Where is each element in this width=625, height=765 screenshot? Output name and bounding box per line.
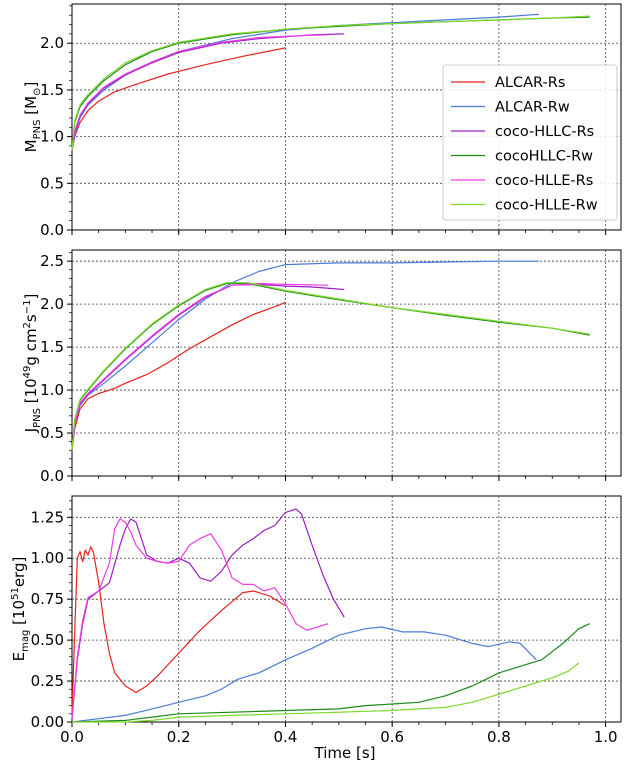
y-tick-label: 1.0 bbox=[40, 128, 64, 146]
series-line-ALCAR-Rs bbox=[71, 301, 286, 451]
series-line-coco-HLLE-Rw bbox=[71, 15, 590, 151]
x-tick-label: 0.6 bbox=[380, 728, 404, 746]
legend-label: coco-HLLE-Rw bbox=[495, 198, 598, 214]
x-tick-label: 0.8 bbox=[487, 728, 511, 746]
y-tick-label: 0.5 bbox=[40, 424, 64, 442]
series-line-coco-HLLE-Rs bbox=[71, 34, 329, 151]
x-tick-label: 0.4 bbox=[274, 728, 298, 746]
series-line-coco-HLLE-Rs bbox=[71, 518, 329, 719]
x-axis-label: Time [s] bbox=[314, 744, 376, 762]
plot-frame bbox=[71, 495, 622, 723]
y-tick-label: 2.0 bbox=[40, 34, 64, 52]
y-tick-label: 2.0 bbox=[40, 295, 64, 313]
y-tick-label: 0.00 bbox=[31, 713, 64, 731]
legend-label: coco-HLLE-Rs bbox=[495, 173, 593, 189]
series-line-cocoHLLC-Rw bbox=[71, 623, 590, 723]
series-line-ALCAR-Rs bbox=[71, 47, 286, 151]
legend-label: ALCAR-Rs bbox=[495, 75, 565, 91]
series-line-coco-HLLC-Rs bbox=[71, 508, 345, 719]
series-line-coco-HLLE-Rw bbox=[71, 282, 590, 451]
series-line-ALCAR-Rw bbox=[71, 260, 539, 451]
y-tick-label: 1.0 bbox=[40, 381, 64, 399]
panel-magnetic-energy: 0.00 0.25 0.50 0.75 1.00 1.25 0.0 0.2 0.4 0.6 0.8 1… bbox=[10, 495, 622, 762]
panel-angular-momentum: 0.0 0.5 1.0 1.5 2.0 2.5 JPNS [1049g cm2s−1] bbox=[22, 249, 622, 485]
y-tick-label: 2.5 bbox=[40, 252, 64, 270]
series-line-ALCAR-Rs bbox=[71, 546, 286, 714]
y-tick-label: 1.25 bbox=[31, 508, 64, 526]
legend: ALCAR-Rs ALCAR-Rw coco-HLLC-Rs cocoHLLC-Rw c… bbox=[442, 64, 618, 221]
legend-label: ALCAR-Rw bbox=[495, 100, 570, 116]
y-tick-label: 0.25 bbox=[31, 672, 64, 690]
y-axis-label: JPNS [1049g cm2s−1] bbox=[22, 294, 43, 434]
x-tick-label: 0.0 bbox=[60, 728, 84, 746]
y-tick-label: 1.5 bbox=[40, 338, 64, 356]
x-tick-label: 0.2 bbox=[167, 728, 191, 746]
y-tick-label: 0.50 bbox=[31, 631, 64, 649]
y-tick-label: 0.0 bbox=[40, 221, 64, 239]
y-tick-label: 1.00 bbox=[31, 549, 64, 567]
series-line-ALCAR-Rw bbox=[71, 626, 537, 723]
y-axis-label: MPNS [M⊙] bbox=[22, 82, 43, 153]
y-tick-label: 0.0 bbox=[40, 467, 64, 485]
y-tick-label: 1.5 bbox=[40, 81, 64, 99]
legend-box bbox=[442, 64, 618, 221]
y-tick-label: 0.75 bbox=[31, 590, 64, 608]
y-tick-label: 0.5 bbox=[40, 174, 64, 192]
legend-label: cocoHLLC-Rw bbox=[495, 149, 593, 165]
plot-frame bbox=[71, 249, 622, 477]
legend-label: coco-HLLC-Rs bbox=[495, 124, 594, 140]
series-line-coco-HLLE-Rw bbox=[72, 662, 580, 723]
series-line-coco-HLLE-Rs bbox=[71, 282, 329, 451]
y-axis-label: Emag [1051erg] bbox=[10, 557, 31, 662]
x-tick-label: 1.0 bbox=[594, 728, 618, 746]
